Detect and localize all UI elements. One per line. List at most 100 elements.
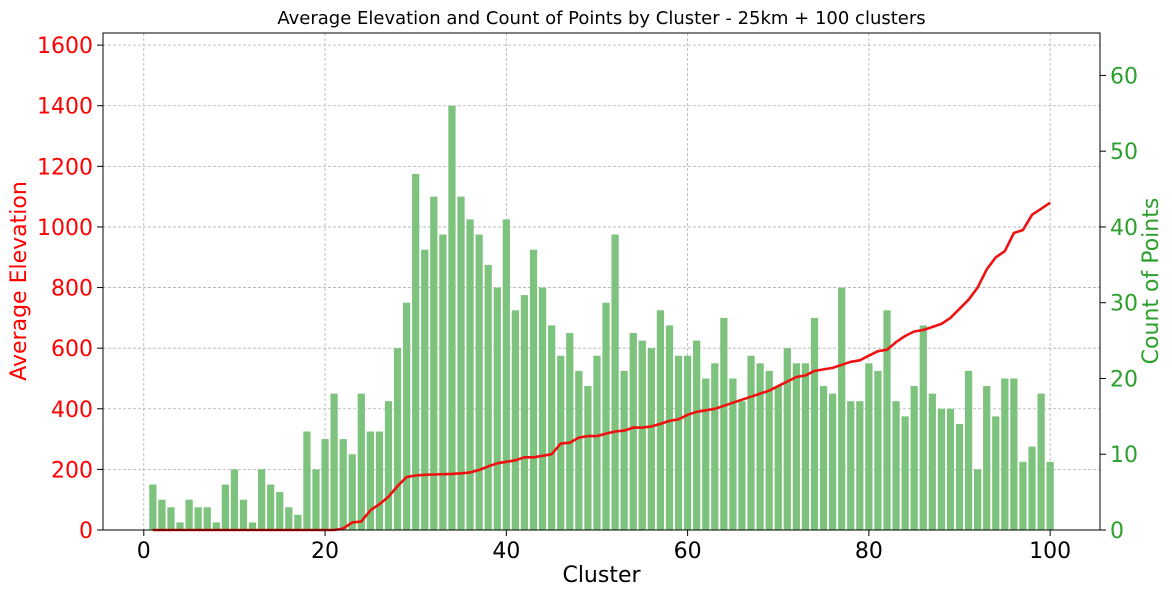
bar (901, 416, 909, 530)
bar (647, 348, 655, 530)
bar (158, 499, 166, 530)
bar (856, 401, 864, 530)
right-y-tick-label: 40 (1110, 216, 1138, 241)
bar (167, 507, 175, 530)
bar (928, 393, 936, 530)
right-y-tick-label: 0 (1110, 519, 1124, 544)
right-y-tick-label: 20 (1110, 367, 1138, 392)
bar (502, 219, 510, 530)
left-y-axis: 0 200 400 600 800 1000 1200 1400 1600 (37, 34, 103, 544)
bar (493, 287, 501, 530)
bar (276, 492, 284, 530)
bar (847, 401, 855, 530)
right-y-axis-label: Count of Points (1139, 198, 1164, 365)
bar (1046, 461, 1054, 530)
bar (1028, 446, 1036, 530)
left-y-tick-label: 600 (51, 337, 93, 362)
bar (529, 249, 538, 530)
plot-frame (102, 32, 1101, 531)
bar (693, 340, 701, 530)
bar (257, 469, 266, 530)
bar (1001, 378, 1009, 530)
bar (874, 370, 882, 530)
bar (375, 431, 384, 530)
bar (203, 507, 211, 530)
bar (421, 249, 429, 530)
bar (883, 310, 891, 530)
bar (629, 333, 637, 530)
bar (593, 355, 601, 530)
bar (430, 196, 438, 530)
bar (511, 310, 520, 530)
bar (638, 340, 646, 530)
chart-title: Average Elevation and Count of Points by… (277, 8, 925, 29)
x-tick-label: 0 (137, 539, 151, 564)
bar (756, 363, 764, 530)
bar (974, 469, 982, 530)
bar (611, 234, 619, 530)
bar (466, 219, 474, 530)
right-y-tick-label: 50 (1110, 140, 1138, 165)
bar (865, 363, 873, 530)
bar (357, 393, 365, 530)
bar (475, 234, 483, 530)
x-axis-label: Cluster (562, 563, 641, 588)
bar (312, 469, 320, 530)
bar (248, 522, 257, 530)
right-y-tick-label: 30 (1110, 292, 1138, 317)
x-tick-label: 60 (674, 539, 702, 564)
bar (783, 348, 791, 530)
bar (964, 370, 973, 530)
bar (892, 401, 900, 530)
bar (711, 363, 719, 530)
right-y-tick-label: 60 (1110, 64, 1138, 89)
bar (149, 484, 157, 530)
bar (566, 333, 574, 530)
bar (838, 287, 846, 530)
bar (538, 287, 547, 530)
bar (801, 363, 810, 530)
bar (520, 295, 529, 530)
left-y-tick-label: 800 (51, 277, 93, 302)
x-axis: 0 20 40 60 80 100 (137, 530, 1071, 564)
bar (955, 423, 964, 530)
bar (548, 325, 556, 530)
bar (674, 355, 683, 530)
left-y-axis-label: Average Elevation (7, 181, 32, 381)
bar (937, 408, 946, 530)
bar (267, 484, 275, 530)
left-y-tick-label: 0 (79, 519, 93, 544)
bar (330, 393, 338, 530)
left-y-tick-label: 1000 (37, 216, 93, 241)
bar (656, 310, 665, 530)
bar (321, 439, 329, 530)
bar (412, 173, 420, 531)
bar (176, 522, 184, 530)
x-tick-label: 20 (311, 539, 339, 564)
bar (185, 499, 193, 530)
bar (384, 401, 393, 530)
bar (729, 378, 737, 530)
bar (992, 416, 1000, 530)
left-y-tick-label: 1400 (37, 95, 93, 120)
bar (1010, 378, 1018, 530)
bar (738, 401, 746, 530)
bar (294, 514, 302, 530)
bar (620, 370, 628, 530)
right-y-tick-label: 10 (1110, 443, 1138, 468)
bar (366, 431, 375, 530)
x-tick-label: 40 (492, 539, 520, 564)
bar (1019, 461, 1027, 530)
left-y-tick-label: 1200 (37, 155, 93, 180)
bar (919, 325, 927, 530)
bar (348, 454, 356, 530)
bar (285, 507, 293, 530)
bar (457, 196, 465, 530)
bar (575, 370, 583, 530)
bar (194, 507, 202, 530)
bar (819, 386, 828, 530)
bar (484, 264, 492, 530)
bar (946, 408, 955, 530)
bar (303, 431, 311, 530)
